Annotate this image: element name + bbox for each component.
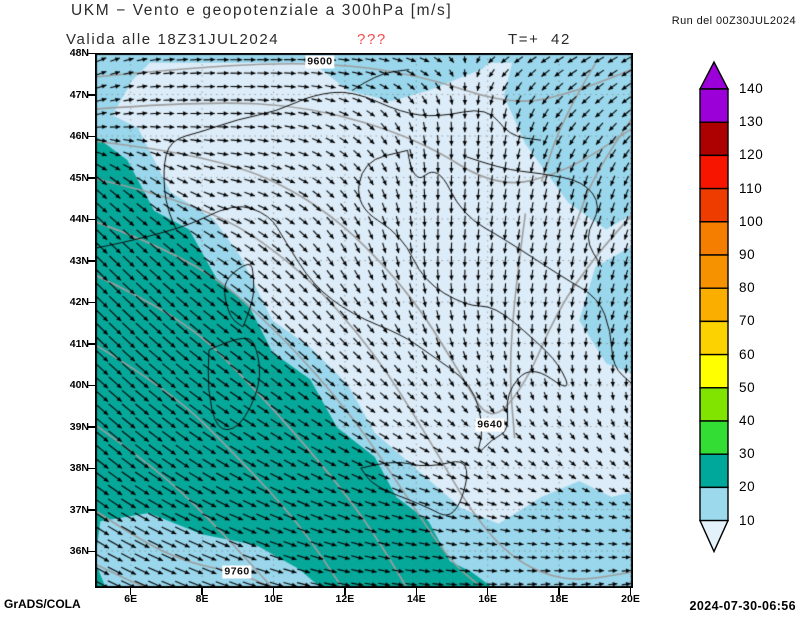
- lon-tick-label: 12E: [335, 593, 355, 605]
- colorbar-boundary-label: 130: [739, 114, 764, 130]
- colorbar-boundary-label: 140: [739, 81, 764, 96]
- missing-data-flag: ???: [357, 31, 387, 48]
- lat-tick-label: 42N: [69, 296, 89, 308]
- lon-tick-label: 18E: [549, 593, 569, 605]
- colorbar-boundary-label: 30: [739, 446, 756, 462]
- plot-title: UKM − Vento e geopotenziale a 300hPa [m/…: [71, 2, 453, 19]
- colorbar-below-min-arrow: [698, 519, 730, 554]
- colorbar-band: [699, 88, 729, 123]
- colorbar-boundary-label: 120: [739, 147, 764, 163]
- colorbar-band: [699, 287, 729, 323]
- colorbar-boundary-label: 20: [739, 479, 756, 495]
- lon-tick-mark: [558, 588, 560, 595]
- lat-tick-mark: [87, 218, 95, 220]
- lon-tick-mark: [272, 588, 275, 595]
- lat-tick-mark: [87, 260, 95, 262]
- colorbar-band: [699, 387, 729, 422]
- map-canvas: [95, 53, 633, 588]
- lat-tick-label: 38N: [69, 462, 89, 474]
- colorbar-legend: 140 130 120 110 100 90 80 70 60 50 40 30 20 10: [697, 58, 797, 563]
- valid-time-label: Valida alle 18Z31JUL2024: [66, 31, 280, 48]
- lon-tick-label: 20E: [621, 593, 640, 605]
- colorbar-boundary-label: 50: [739, 379, 756, 395]
- lat-tick-label: 45N: [69, 171, 89, 184]
- lat-tick-label: 41N: [69, 337, 89, 350]
- colorbar-boundary-label: 110: [739, 180, 763, 196]
- lat-tick-label: 47N: [69, 88, 89, 101]
- contour-value-label: 9760: [222, 565, 252, 579]
- lon-tick-mark: [486, 588, 489, 595]
- lat-tick-label: 37N: [69, 503, 89, 516]
- lon-tick-mark: [201, 588, 203, 595]
- colorbar-boundary-label: 100: [739, 213, 764, 229]
- lon-tick-mark: [629, 588, 632, 595]
- lat-tick-mark: [87, 550, 95, 552]
- colorbar-band: [699, 221, 729, 256]
- lat-tick-mark: [87, 467, 95, 469]
- colorbar-band: [699, 187, 729, 223]
- lat-tick-mark: [87, 52, 95, 54]
- lat-tick-label: 48N: [69, 47, 89, 59]
- lon-tick-mark: [129, 588, 132, 595]
- run-label: Run del 00Z30JUL2024: [671, 15, 796, 27]
- grads-credit: GrADS/COLA: [4, 597, 81, 611]
- lat-tick-label: 36N: [69, 545, 89, 557]
- forecast-lead-label: T=+ 42: [508, 31, 571, 48]
- lat-tick-label: 43N: [69, 254, 89, 267]
- lat-tick-label: 44N: [69, 213, 89, 225]
- lat-tick-mark: [87, 301, 95, 303]
- lon-tick-label: 10E: [264, 593, 283, 605]
- colorbar-above-max-arrow: [698, 60, 730, 90]
- lon-tick-label: 14E: [406, 593, 426, 605]
- colorbar-band: [699, 353, 729, 389]
- colorbar-boundary-label: 80: [739, 280, 756, 296]
- colorbar-boundary-label: 10: [739, 512, 756, 528]
- contour-value-label: 9640: [475, 418, 505, 432]
- lat-tick-mark: [87, 94, 95, 96]
- colorbar-band: [699, 453, 729, 489]
- lon-tick-mark: [344, 588, 346, 595]
- colorbar-band: [699, 320, 729, 356]
- colorbar-boundary-label: 90: [739, 247, 756, 262]
- lat-tick-mark: [87, 343, 95, 345]
- lat-tick-mark: [87, 177, 95, 179]
- lon-tick-label: 8E: [195, 593, 209, 605]
- lat-tick-label: 40N: [69, 379, 89, 391]
- map-area: [95, 53, 633, 588]
- lat-tick-mark: [87, 426, 95, 428]
- lat-tick-label: 46N: [69, 130, 89, 142]
- generation-timestamp: 2024-07-30-06:56: [689, 599, 796, 613]
- lat-tick-mark: [87, 135, 95, 137]
- lat-tick-mark: [87, 384, 95, 386]
- colorbar-band: [699, 154, 729, 190]
- lon-tick-mark: [415, 588, 418, 595]
- colorbar-boundary-label: 60: [739, 346, 756, 362]
- lat-tick-mark: [87, 509, 95, 511]
- colorbar-band: [699, 420, 729, 455]
- lat-tick-label: 39N: [69, 420, 89, 433]
- colorbar-boundary-label: 70: [739, 313, 756, 329]
- lon-tick-label: 16E: [478, 593, 498, 605]
- contour-value-label: 9600: [305, 55, 335, 69]
- lon-tick-label: 6E: [124, 593, 138, 605]
- colorbar-band: [699, 486, 729, 522]
- colorbar-band: [699, 121, 729, 157]
- colorbar-scale: [698, 60, 730, 554]
- colorbar-band: [699, 254, 729, 289]
- colorbar-boundary-label: 40: [739, 413, 756, 428]
